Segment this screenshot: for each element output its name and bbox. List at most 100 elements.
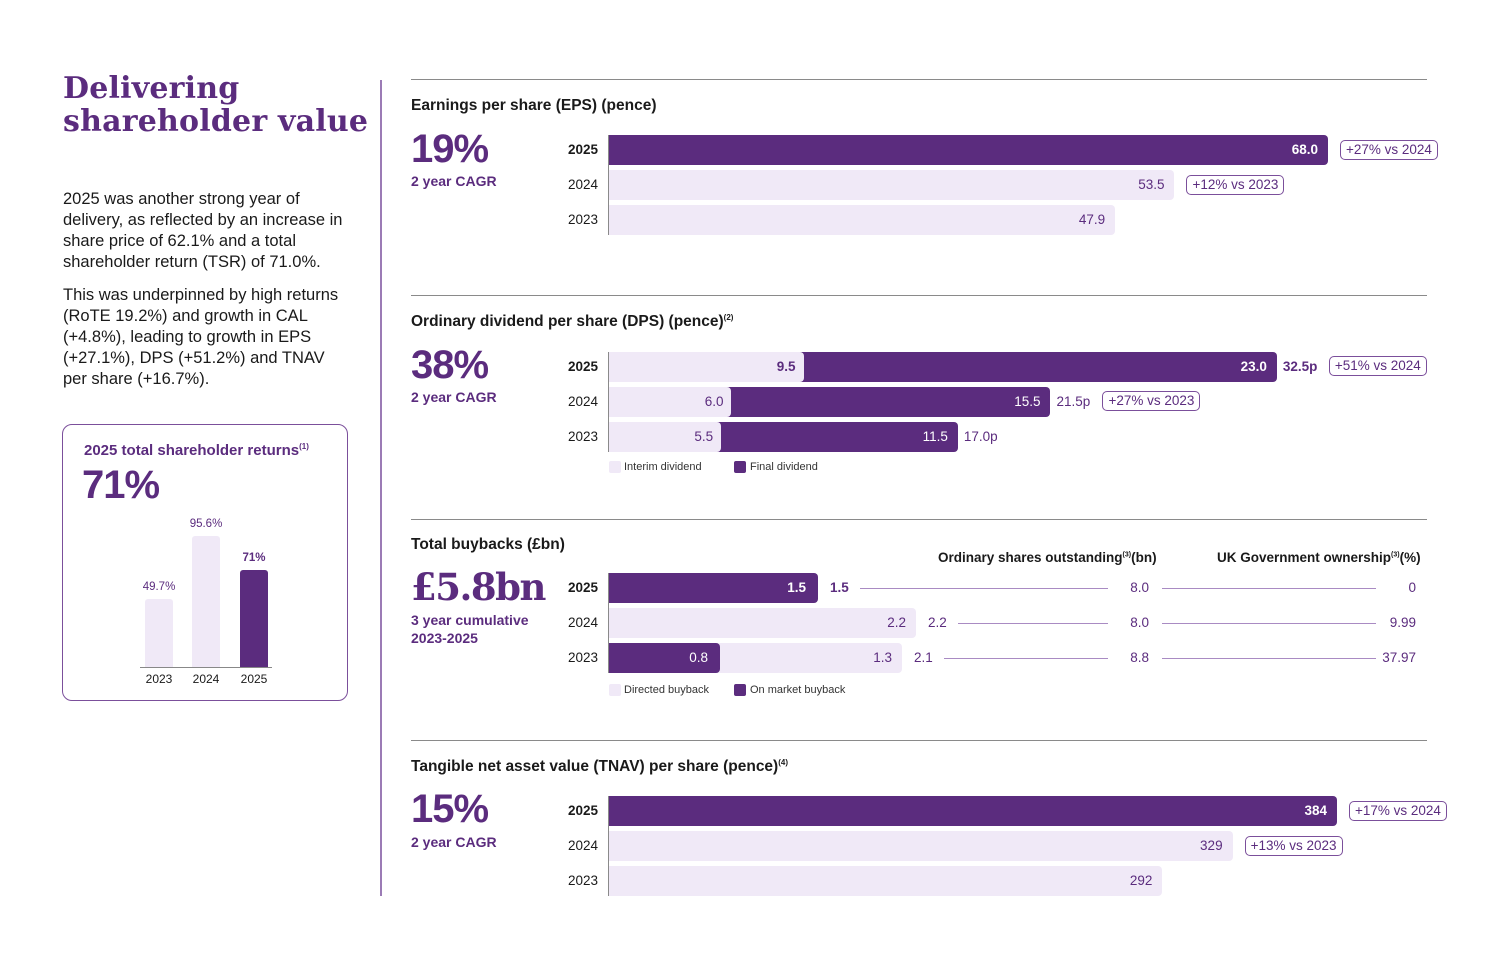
eps-change-badge: +27% vs 2024 [1340, 140, 1438, 160]
page-title: Delivering shareholder value [63, 72, 368, 138]
eps-year-label: 2023 [567, 212, 598, 227]
dps-axis [608, 352, 609, 452]
shares-connector-line [944, 658, 1108, 659]
intro-paragraph-1: 2025 was another strong year of delivery… [63, 190, 343, 271]
dps-year-label: 2025 [567, 359, 598, 374]
eps-axis [608, 135, 609, 235]
legend-label-directed: Directed buyback [624, 684, 709, 696]
shares-connector-line [958, 623, 1108, 624]
dps-title-text: Ordinary dividend per share (DPS) (pence… [411, 313, 724, 331]
tsr-headline: 71% [82, 463, 160, 507]
tsr-year-label: 2023 [145, 672, 173, 686]
dps-title: Ordinary dividend per share (DPS) (pence… [411, 313, 733, 331]
legend-swatch-directed [609, 684, 621, 696]
buybacks-title: Total buybacks (£bn) [411, 536, 565, 553]
buybacks-total-value: 2.1 [914, 650, 933, 665]
intro-paragraph-2: This was underpinned by high returns (Ro… [63, 286, 339, 388]
dps-year-label: 2023 [567, 429, 598, 444]
tnav-bar-value: 329 [1200, 838, 1223, 853]
tnav-title-text: Tangible net asset value (TNAV) per shar… [411, 758, 779, 776]
tnav-title: Tangible net asset value (TNAV) per shar… [411, 758, 788, 776]
dps-interim-bar-2024 [609, 387, 732, 417]
uk-gov-ownership-value: 0 [1408, 580, 1416, 595]
shares-outstanding-header: Ordinary shares outstanding(3)(bn) [938, 550, 1157, 565]
shares-outstanding-footnote: (3) [1122, 551, 1132, 559]
tsr-bar-2024 [192, 536, 220, 667]
dps-total-value: 17.0p [963, 429, 998, 444]
dps-footnote: (2) [723, 313, 734, 322]
tsr-year-label: 2024 [192, 672, 220, 686]
dps-interim-bar-2025 [609, 352, 804, 382]
uk-gov-ownership-header: UK Government ownership(3)(%) [1217, 550, 1421, 565]
buybacks-onmarket-bar-2025 [609, 573, 818, 603]
uk-gov-ownership-unit: (%) [1399, 550, 1421, 565]
shares-outstanding-unit: (bn) [1131, 550, 1157, 565]
tsr-chart-baseline [140, 667, 272, 668]
eps-bar-2023 [609, 205, 1116, 235]
dps-interim-value: 9.5 [776, 359, 796, 374]
buybacks-onmarket-value: 0.8 [689, 650, 708, 665]
legend-label-interim: Interim dividend [624, 461, 702, 473]
eps-year-label: 2025 [567, 142, 598, 157]
tnav-year-label: 2024 [567, 838, 598, 853]
section-rule-tnav [411, 740, 1427, 741]
buybacks-directed-value: 1.3 [873, 650, 892, 665]
buybacks-directed-value: 2.2 [887, 615, 906, 630]
shares-outstanding-value: 8.8 [1130, 650, 1149, 665]
uk-gov-ownership-value: 37.97 [1382, 650, 1416, 665]
tnav-footnote: (4) [778, 758, 788, 767]
dps-subtitle: 2 year CAGR [411, 389, 497, 405]
buybacks-directed-bar-2024 [609, 608, 916, 638]
buybacks-onmarket-value: 1.5 [787, 580, 806, 595]
eps-bar-value: 53.5 [1138, 177, 1165, 192]
tnav-change-badge: +17% vs 2024 [1349, 801, 1447, 821]
uk-gov-ownership-footnote: (3) [1391, 551, 1400, 559]
tsr-value-label: 49.7% [142, 580, 176, 593]
page-title-line2: shareholder value [63, 104, 369, 139]
tnav-bar-2023 [609, 866, 1163, 896]
legend-label-final: Final dividend [750, 461, 818, 473]
shares-outstanding-value: 8.0 [1130, 580, 1149, 595]
section-rule-buybacks [411, 519, 1427, 520]
section-rule-eps [411, 79, 1427, 80]
tsr-value-label: 95.6% [189, 518, 223, 530]
eps-change-badge: +12% vs 2023 [1186, 175, 1285, 195]
legend-swatch-final [734, 461, 746, 473]
column-divider [380, 80, 382, 896]
dps-final-value: 11.5 [922, 429, 948, 444]
dps-final-value: 23.0 [1240, 359, 1267, 374]
legend-label-onmarket: On market buyback [750, 684, 846, 696]
tnav-bar-2024 [609, 831, 1233, 861]
tsr-title: 2025 total shareholder returns(1) [84, 442, 309, 459]
dps-interim-value: 5.5 [694, 429, 714, 444]
eps-year-label: 2024 [567, 177, 598, 192]
buybacks-year-label: 2023 [567, 650, 598, 665]
uk-gov-ownership-value: 9.99 [1389, 615, 1416, 630]
dps-interim-bar-2023 [609, 422, 722, 452]
ownership-connector-line [1162, 658, 1376, 659]
ownership-connector-line [1162, 588, 1376, 589]
dps-interim-value: 6.0 [704, 394, 724, 409]
eps-bar-2025 [609, 135, 1328, 165]
tsr-title-text: 2025 total shareholder returns [84, 442, 300, 459]
buybacks-subtitle: 3 year cumulative 2023-2025 [411, 611, 529, 647]
tsr-card [62, 424, 348, 701]
tnav-bar-value: 384 [1304, 803, 1327, 818]
eps-bar-2024 [609, 170, 1175, 200]
tsr-year-label: 2025 [240, 672, 268, 686]
tnav-year-label: 2023 [567, 873, 598, 888]
section-rule-dps [411, 295, 1427, 296]
ownership-connector-line [1162, 623, 1376, 624]
buybacks-total-value: 2.2 [928, 615, 947, 630]
buybacks-total-value: 1.5 [830, 580, 849, 595]
dps-change-badge: +51% vs 2024 [1328, 356, 1427, 376]
tnav-bar-2025 [609, 796, 1337, 826]
tnav-bar-value: 292 [1129, 873, 1153, 888]
page-title-line1: Delivering [63, 71, 240, 106]
dps-total-value: 21.5p [1056, 394, 1091, 409]
dps-total-value: 32.5p [1282, 359, 1318, 374]
buybacks-year-label: 2025 [567, 580, 598, 595]
buybacks-axis [608, 573, 609, 673]
buybacks-subtitle-line2: 2023-2025 [411, 630, 478, 646]
buybacks-onmarket-bar-2023 [609, 643, 720, 673]
